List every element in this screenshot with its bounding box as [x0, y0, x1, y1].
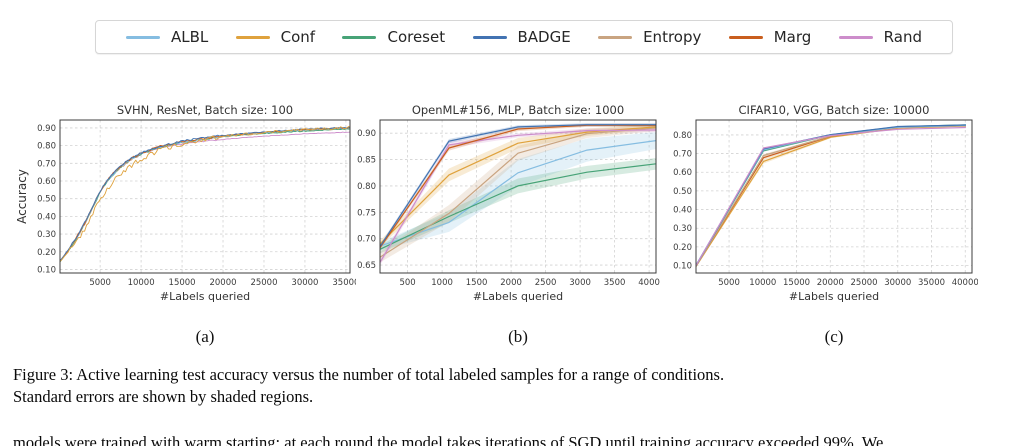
- svg-text:0.60: 0.60: [673, 168, 692, 178]
- svg-text:0.70: 0.70: [37, 159, 56, 169]
- svg-text:15000: 15000: [783, 278, 810, 288]
- figure-caption-line2: Standard errors are shown by shaded regi…: [13, 387, 314, 406]
- svg-text:0.80: 0.80: [673, 131, 692, 141]
- series-line-rand: [379, 129, 657, 263]
- series-line-entropy: [379, 127, 657, 258]
- series-line-marg: [379, 124, 656, 249]
- chart-title: SVHN, ResNet, Batch size: 100: [117, 104, 293, 117]
- svg-text:35000: 35000: [332, 278, 356, 288]
- svg-text:25000: 25000: [250, 278, 277, 288]
- legend-line-swatch-rand: [838, 35, 873, 39]
- svg-text:10000: 10000: [749, 278, 776, 288]
- figure-caption-line1: Figure 3: Active learning test accuracy …: [13, 365, 725, 384]
- subfigure-label-a: (a): [195, 327, 215, 346]
- figure-caption: Figure 3: Active learning test accuracy …: [13, 364, 1015, 408]
- x-axis-label: #Labels queried: [789, 290, 879, 303]
- svg-text:40000: 40000: [952, 278, 978, 288]
- y-axis-label: Accuracy: [16, 169, 29, 224]
- plot-legend: ALBL Conf Coreset BADGE Entropy Marg Rand: [95, 20, 953, 54]
- svg-text:30000: 30000: [884, 278, 911, 288]
- legend-item-albl: ALBL: [126, 28, 208, 46]
- legend-item-badge: BADGE: [472, 28, 571, 46]
- svg-text:20000: 20000: [817, 278, 844, 288]
- legend-line-swatch-coreset: [342, 35, 377, 39]
- svg-text:5000: 5000: [718, 278, 740, 288]
- legend-label: Coreset: [387, 28, 446, 46]
- svg-text:0.70: 0.70: [673, 150, 692, 160]
- series-line-entropy: [59, 128, 350, 263]
- svg-text:0.40: 0.40: [673, 206, 692, 216]
- series-line-badge: [59, 126, 351, 262]
- legend-item-marg: Marg: [728, 28, 812, 46]
- series-line-coreset: [59, 128, 351, 263]
- chart-cifar10-vgg: 5000 10000 15000 20000 25000 30000 35000 40000 0…: [673, 104, 978, 303]
- svg-text:1000: 1000: [431, 278, 453, 288]
- svg-text:35000: 35000: [918, 278, 945, 288]
- legend-label: BADGE: [517, 28, 571, 46]
- series-line-marg: [59, 127, 351, 262]
- subfigure-label-b: (b): [508, 327, 528, 346]
- legend-label: Rand: [883, 28, 922, 46]
- svg-text:10000: 10000: [128, 278, 155, 288]
- svg-text:0.90: 0.90: [357, 129, 376, 139]
- svg-text:0.50: 0.50: [37, 195, 56, 205]
- svg-text:0.20: 0.20: [673, 243, 692, 253]
- svg-text:0.10: 0.10: [37, 265, 56, 275]
- legend-item-coreset: Coreset: [342, 28, 445, 46]
- legend-label: Conf: [280, 28, 316, 46]
- svg-text:0.20: 0.20: [37, 248, 56, 258]
- chart-title: OpenML#156, MLP, Batch size: 1000: [412, 104, 624, 117]
- svg-text:2000: 2000: [500, 278, 522, 288]
- svg-text:0.30: 0.30: [37, 230, 56, 240]
- svg-text:0.50: 0.50: [673, 187, 692, 197]
- series-line-albl: [59, 127, 351, 262]
- svg-text:0.80: 0.80: [357, 182, 376, 192]
- series-line-badge: [379, 124, 656, 247]
- svg-text:0.40: 0.40: [37, 212, 56, 222]
- x-axis-label: #Labels queried: [473, 290, 563, 303]
- svg-text:0.65: 0.65: [357, 261, 376, 271]
- subfigure-label-c: (c): [824, 327, 844, 346]
- svg-text:15000: 15000: [169, 278, 196, 288]
- svg-text:0.75: 0.75: [357, 208, 376, 218]
- svg-text:25000: 25000: [851, 278, 878, 288]
- legend-label: Entropy: [643, 28, 702, 46]
- svg-text:4000: 4000: [638, 278, 660, 288]
- svg-text:0.80: 0.80: [37, 142, 56, 152]
- legend-line-swatch-albl: [126, 35, 160, 39]
- svg-text:3000: 3000: [569, 278, 591, 288]
- svg-text:30000: 30000: [291, 278, 318, 288]
- chart-openml-mlp: 500 1000 1500 2000 2500 3000 3500 4000 0.65 0.70 0…: [357, 104, 660, 303]
- legend-item-conf: Conf: [235, 28, 316, 46]
- legend-item-rand: Rand: [838, 28, 922, 46]
- svg-text:5000: 5000: [89, 278, 111, 288]
- svg-text:0.90: 0.90: [37, 124, 56, 134]
- legend-line-swatch-badge: [472, 35, 507, 39]
- svg-text:1500: 1500: [466, 278, 488, 288]
- legend-line-swatch-marg: [728, 35, 763, 39]
- svg-text:2500: 2500: [535, 278, 557, 288]
- legend-line-swatch-entropy: [598, 35, 633, 39]
- svg-text:500: 500: [399, 278, 415, 288]
- svg-text:3500: 3500: [604, 278, 626, 288]
- svg-text:0.10: 0.10: [673, 262, 692, 272]
- legend-label: Marg: [773, 28, 812, 46]
- series-line-albl: [379, 140, 657, 247]
- x-axis-label: #Labels queried: [160, 290, 250, 303]
- series-line-rand: [695, 126, 966, 266]
- series-line-conf: [59, 126, 351, 262]
- legend-line-swatch-conf: [235, 35, 270, 39]
- svg-text:0.60: 0.60: [37, 177, 56, 187]
- chart-svhn-resnet: 5000 10000 15000 20000 25000 30000 35000 0.10 0.…: [16, 104, 356, 303]
- svg-text:0.30: 0.30: [673, 224, 692, 234]
- body-text-clipped: models were trained with warm starting; …: [13, 433, 884, 446]
- chart-title: CIFAR10, VGG, Batch size: 10000: [739, 104, 930, 117]
- svg-text:20000: 20000: [209, 278, 236, 288]
- svg-text:0.85: 0.85: [357, 156, 376, 166]
- legend-item-entropy: Entropy: [598, 28, 701, 46]
- legend-label: ALBL: [171, 28, 209, 46]
- svg-text:0.70: 0.70: [357, 235, 376, 245]
